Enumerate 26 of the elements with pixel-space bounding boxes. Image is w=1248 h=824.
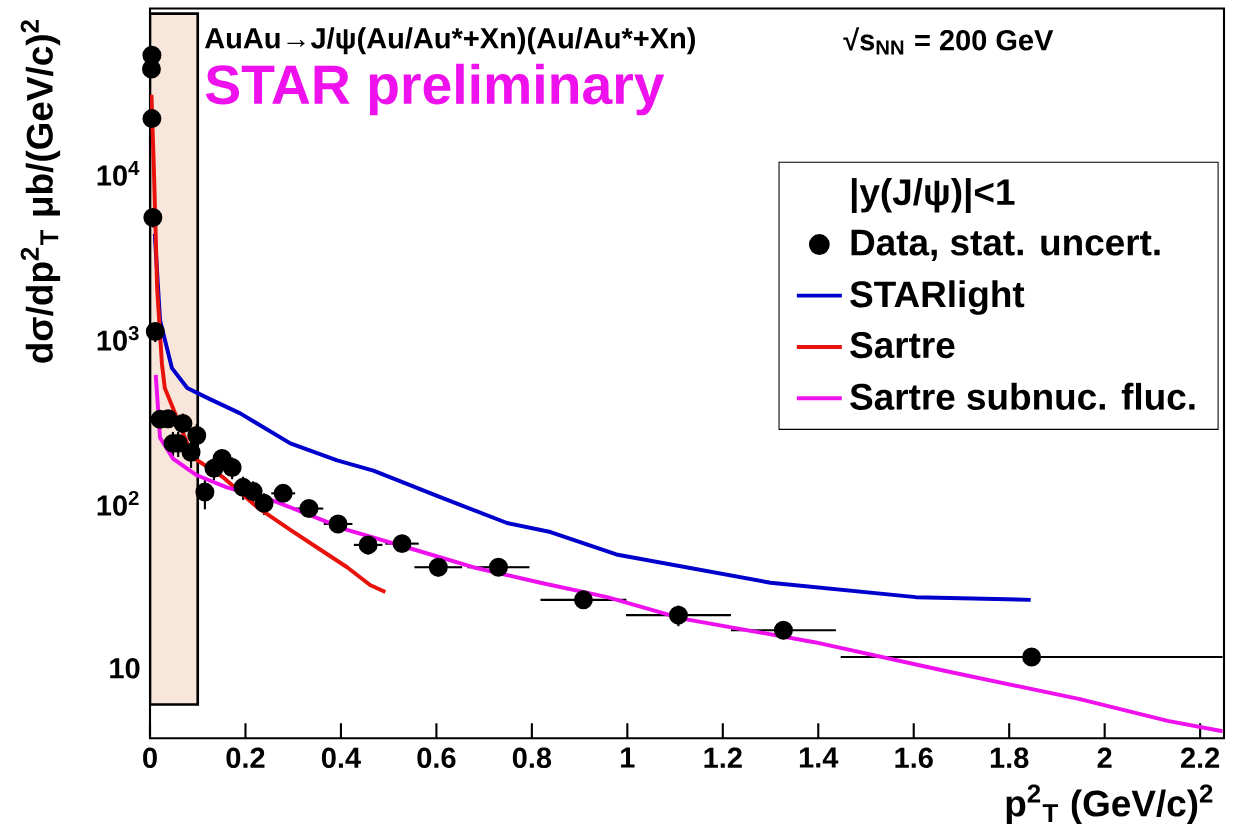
legend-label: STARlight xyxy=(850,280,1025,315)
x-tick-label: 1.8 xyxy=(990,747,1029,768)
y-tick-label: 10 xyxy=(110,657,140,679)
x-tick-label: 0 xyxy=(143,747,157,768)
x-tick-label: 1.4 xyxy=(799,747,839,768)
x-tick-label: 2.2 xyxy=(1180,747,1220,768)
x-tick-label: 1.2 xyxy=(704,747,742,768)
x-tick-label: 1 xyxy=(621,747,635,768)
y-tick-label: 10$^{2}$ xyxy=(97,490,139,516)
y-tick-label: 10$^{3}$ xyxy=(97,325,139,351)
legend-label: Sartre xyxy=(850,331,955,359)
annotation: √s$_{NN}$ = 200 GeV xyxy=(843,27,1054,55)
text: AuAu→J/ψ(Au/Au*+Xn)(Au/Au*+Xn) xyxy=(204,27,695,55)
legend-label: Sartre subnuc. fluc. xyxy=(850,382,1195,410)
x-tick-label: 2 xyxy=(1097,747,1112,768)
y-axis-title: dσ/dp$^{2}$$_{T}$ μb/(GeV/c)$^{2}$ xyxy=(20,20,61,363)
x-axis-title: p$^{2}$$_{T}$ (GeV/c)$^{2}$ xyxy=(1006,784,1213,824)
x-tick-label: 0.4 xyxy=(321,747,361,768)
legend-title: |y(J/ψ)|<1 xyxy=(851,177,1015,213)
x-tick-label: 0.8 xyxy=(512,747,552,768)
y-tick-label: 10$^{4}$ xyxy=(97,160,140,186)
x-tick-label: 0.6 xyxy=(417,747,456,768)
x-tick-label: 1.6 xyxy=(895,747,933,768)
x-tick-label: 0.2 xyxy=(226,747,265,768)
legend-label: Data, stat. uncert. xyxy=(851,229,1160,261)
text: STAR preliminary xyxy=(205,63,665,116)
